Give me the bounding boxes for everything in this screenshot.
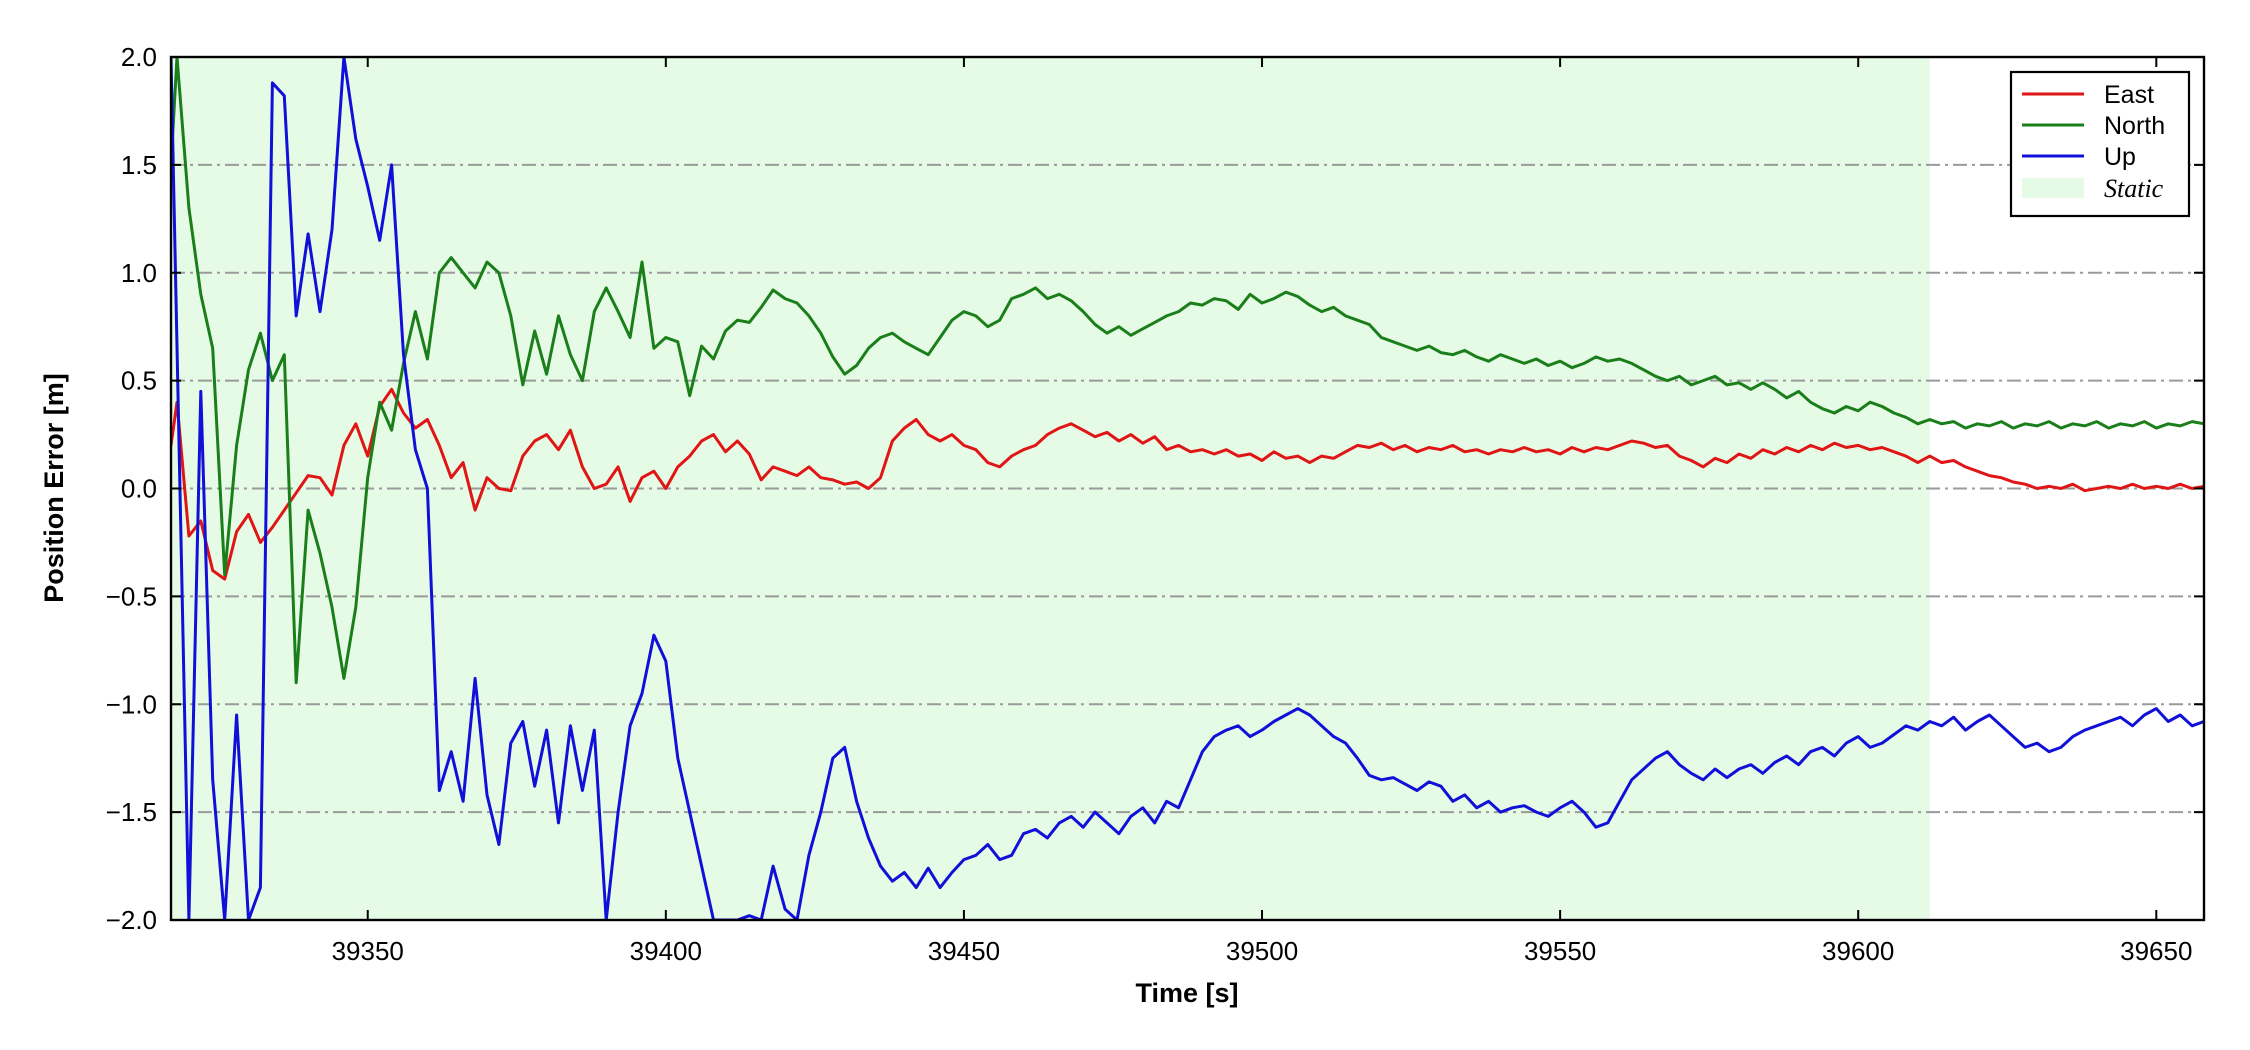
y-axis-title: Position Error [m] bbox=[39, 373, 69, 603]
legend-label-north: North bbox=[2104, 112, 2165, 140]
series-line-up bbox=[171, 57, 2204, 920]
x-tick-label: 39450 bbox=[928, 936, 1000, 966]
gridlines bbox=[171, 163, 2204, 814]
y-tick-label: −2.0 bbox=[106, 905, 157, 935]
y-tick-label: 0.0 bbox=[121, 474, 157, 504]
x-tick-label: 39600 bbox=[1822, 936, 1894, 966]
series-line-east bbox=[171, 387, 2204, 581]
x-tick-label: 39550 bbox=[1524, 936, 1596, 966]
x-axis-title: Time [s] bbox=[1135, 978, 1238, 1008]
y-tick-label: 2.0 bbox=[121, 42, 157, 72]
series-layer bbox=[171, 57, 2204, 920]
x-tick-label: 39500 bbox=[1226, 936, 1298, 966]
axis-ticks: 39350 39400 39450 39500 39550 39600 39650 −2.0 −… bbox=[106, 42, 2204, 966]
x-tick-label: 39650 bbox=[2120, 936, 2192, 966]
series-line-north bbox=[171, 57, 2204, 685]
y-tick-label: −1.5 bbox=[106, 797, 157, 827]
x-tick-label: 39350 bbox=[332, 936, 404, 966]
y-tick-label: 1.0 bbox=[121, 258, 157, 288]
legend-label-east: East bbox=[2104, 81, 2154, 109]
legend-label-static: Static bbox=[2104, 174, 2164, 203]
y-tick-label: 0.5 bbox=[121, 366, 157, 396]
y-tick-label: −1.0 bbox=[106, 689, 157, 719]
y-tick-label: −0.5 bbox=[106, 581, 157, 611]
legend-label-up: Up bbox=[2104, 143, 2136, 171]
x-tick-label: 39400 bbox=[630, 936, 702, 966]
legend-swatch-static bbox=[2022, 178, 2084, 198]
legend: East North Up Static bbox=[2009, 70, 2191, 218]
y-tick-label: 1.5 bbox=[121, 150, 157, 180]
